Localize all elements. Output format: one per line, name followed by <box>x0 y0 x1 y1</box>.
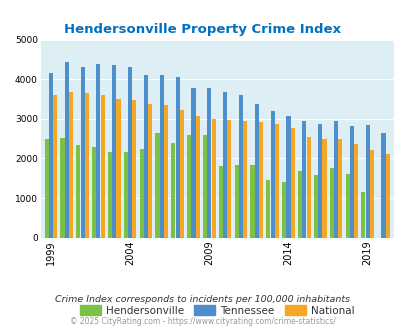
Bar <box>64 62 68 238</box>
Bar <box>234 165 238 238</box>
Bar <box>49 73 53 238</box>
Legend: Hendersonville, Tennessee, National: Hendersonville, Tennessee, National <box>77 302 357 319</box>
Bar <box>60 138 64 238</box>
Bar <box>112 65 116 238</box>
Bar <box>69 92 73 238</box>
Bar <box>143 75 148 238</box>
Bar <box>108 152 112 238</box>
Bar <box>179 110 183 238</box>
Bar <box>227 120 231 238</box>
Text: Crime Index corresponds to incidents per 100,000 inhabitants: Crime Index corresponds to incidents per… <box>55 295 350 304</box>
Bar <box>139 148 143 238</box>
Bar <box>302 121 306 238</box>
Bar <box>322 139 326 238</box>
Bar <box>222 92 227 238</box>
Bar <box>175 77 179 238</box>
Bar <box>132 100 136 238</box>
Bar <box>164 105 168 238</box>
Bar <box>369 150 373 238</box>
Bar <box>195 116 199 238</box>
Bar <box>345 174 349 238</box>
Bar <box>337 139 341 238</box>
Bar <box>187 135 191 238</box>
Bar <box>329 168 333 238</box>
Bar <box>76 145 80 238</box>
Bar <box>155 133 159 238</box>
Bar <box>85 93 89 238</box>
Text: Hendersonville Property Crime Index: Hendersonville Property Crime Index <box>64 23 341 36</box>
Bar <box>286 116 290 238</box>
Bar <box>266 180 270 238</box>
Bar <box>270 111 274 238</box>
Bar <box>191 87 195 238</box>
Bar <box>381 133 385 238</box>
Bar <box>80 67 84 238</box>
Bar <box>124 152 128 238</box>
Bar <box>96 64 100 238</box>
Bar <box>45 139 49 238</box>
Bar <box>250 165 254 238</box>
Bar <box>349 125 353 238</box>
Bar <box>360 192 364 238</box>
Bar <box>243 121 247 238</box>
Bar <box>159 75 164 238</box>
Bar <box>313 175 317 238</box>
Bar <box>148 104 152 238</box>
Bar <box>297 172 301 238</box>
Bar <box>353 144 357 238</box>
Bar <box>274 124 278 238</box>
Bar <box>318 123 322 238</box>
Bar <box>100 95 104 238</box>
Bar <box>92 147 96 238</box>
Bar <box>116 99 120 238</box>
Bar <box>53 95 57 238</box>
Bar <box>385 154 389 238</box>
Bar <box>218 166 222 238</box>
Bar <box>171 143 175 238</box>
Bar <box>290 128 294 238</box>
Bar <box>254 104 258 238</box>
Bar <box>306 137 310 238</box>
Bar <box>238 95 243 238</box>
Bar <box>258 122 262 238</box>
Text: © 2025 CityRating.com - https://www.cityrating.com/crime-statistics/: © 2025 CityRating.com - https://www.city… <box>70 317 335 326</box>
Bar <box>333 121 337 238</box>
Bar <box>365 125 369 238</box>
Bar <box>211 119 215 238</box>
Bar <box>207 87 211 238</box>
Bar <box>128 67 132 238</box>
Bar <box>202 135 207 238</box>
Bar <box>281 182 286 238</box>
